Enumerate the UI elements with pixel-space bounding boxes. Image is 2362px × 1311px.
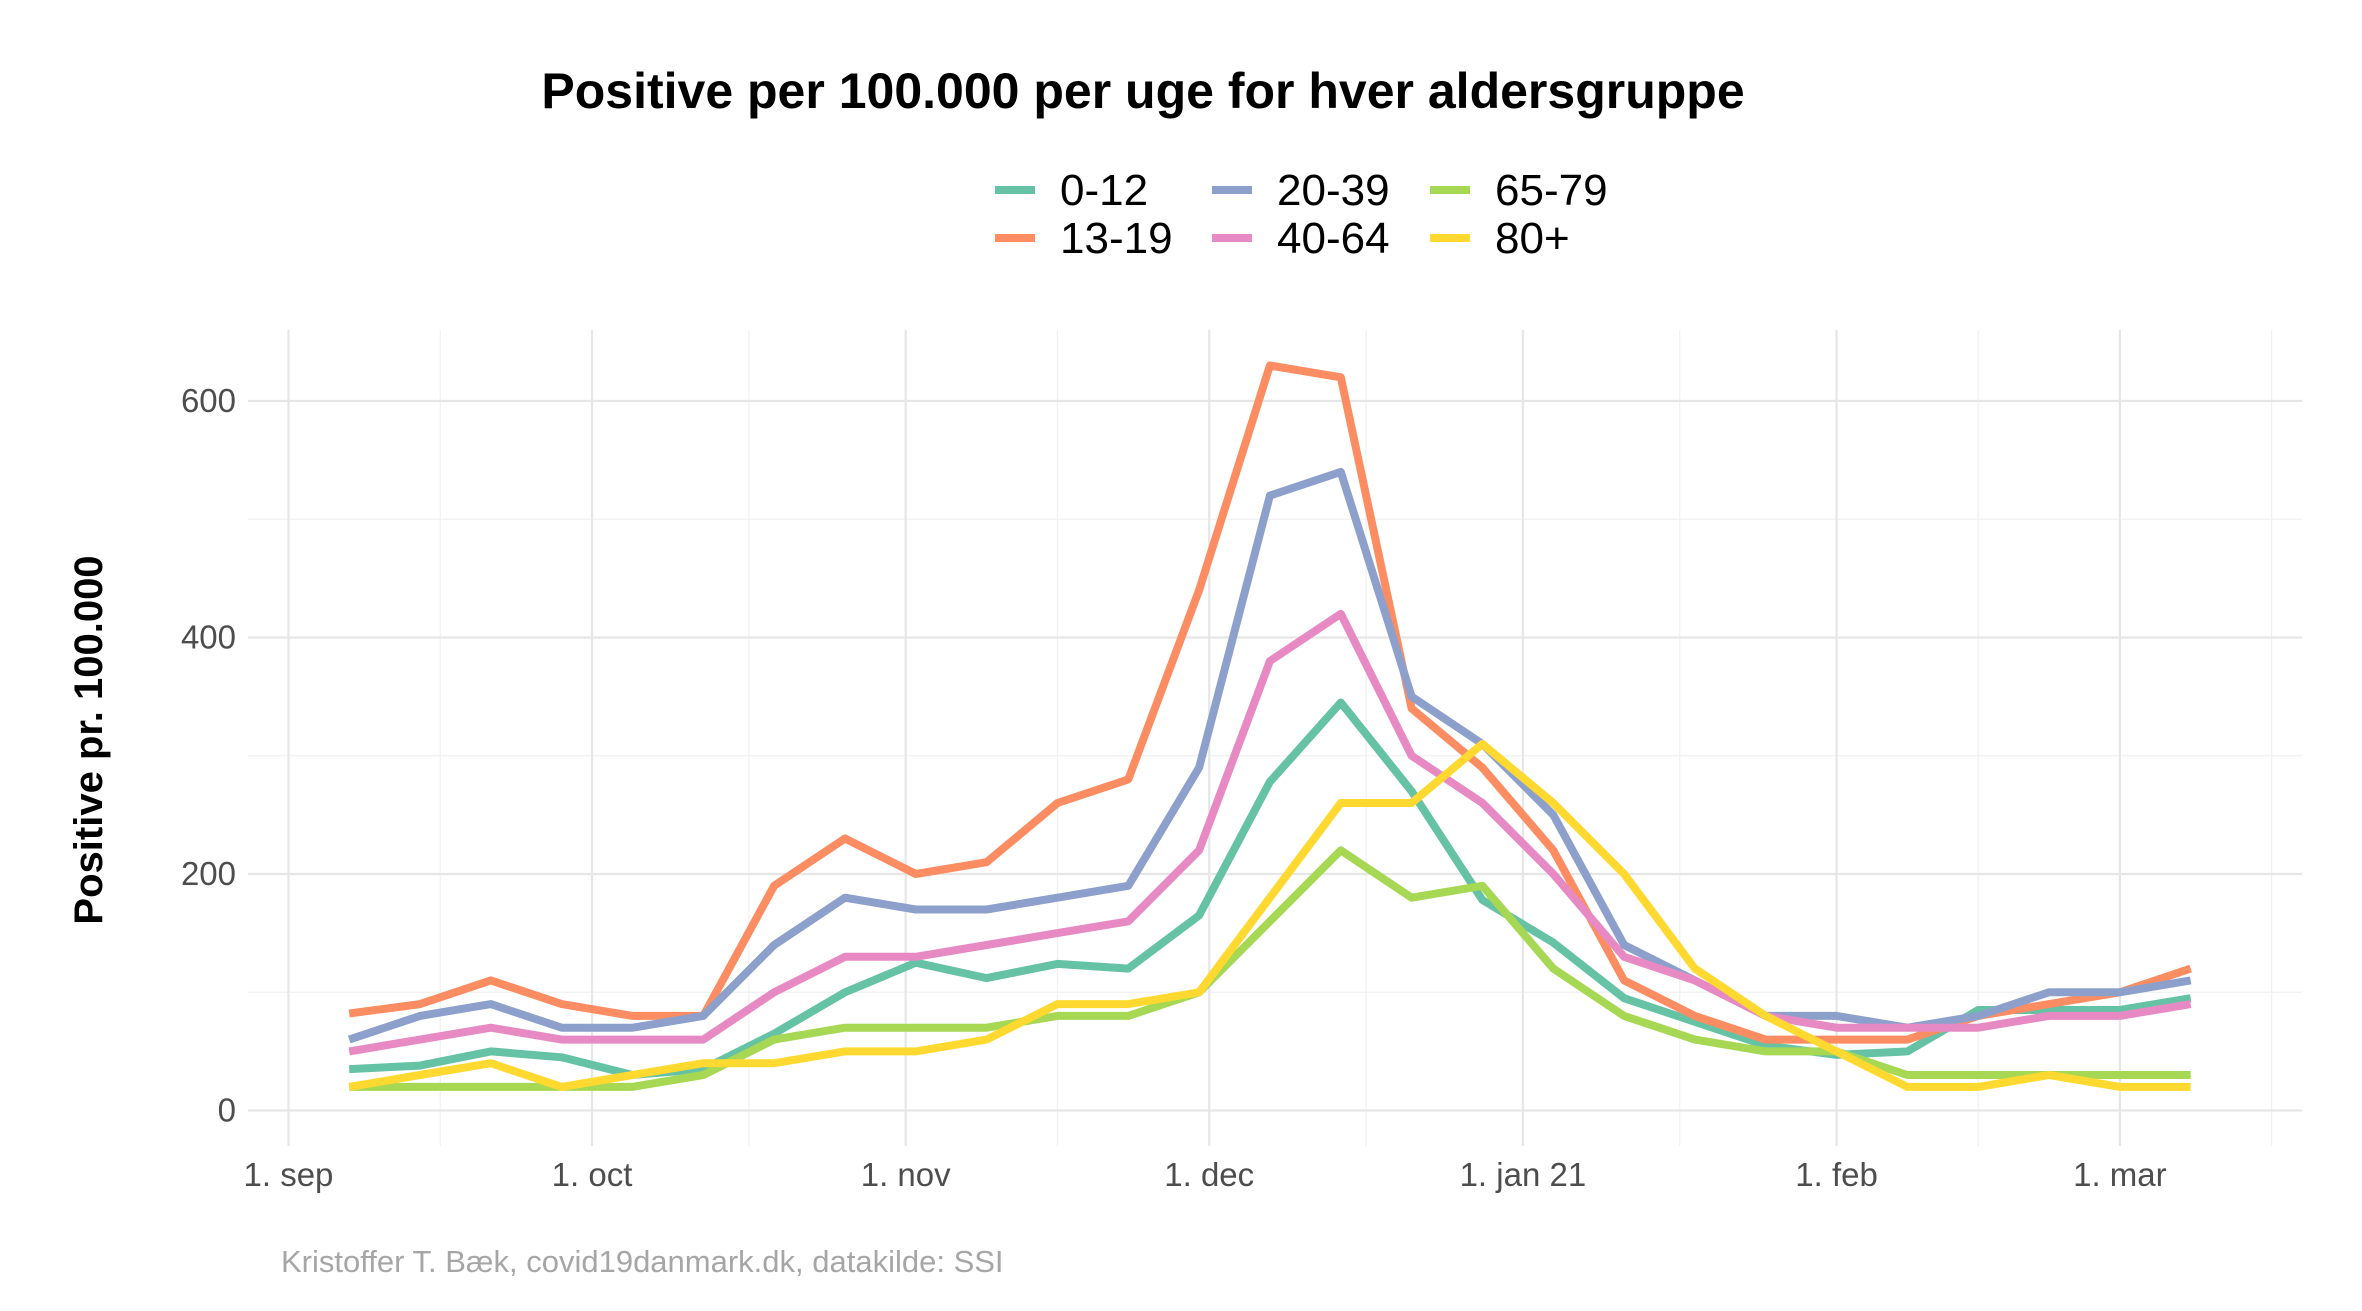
x-tick-label: 1. feb bbox=[1795, 1156, 1878, 1193]
legend-item-80+: 80+ bbox=[1430, 214, 1570, 263]
x-tick-label: 1. dec bbox=[1164, 1156, 1254, 1193]
legend-label: 13-19 bbox=[1060, 214, 1173, 263]
y-tick-label: 600 bbox=[181, 382, 236, 419]
series-line-0-12 bbox=[349, 698, 2192, 1079]
legend-label: 40-64 bbox=[1277, 214, 1390, 263]
series-line-13-19 bbox=[348, 361, 2192, 1044]
y-axis-title: Positive pr. 100.000 bbox=[67, 555, 111, 924]
x-tick-label: 1. jan 21 bbox=[1460, 1156, 1587, 1193]
x-tick-label: 1. nov bbox=[861, 1156, 951, 1193]
legend-item-13-19: 13-19 bbox=[995, 214, 1173, 263]
legend-label: 65-79 bbox=[1495, 166, 1608, 215]
x-tick-label: 1. oct bbox=[552, 1156, 633, 1193]
legend-item-0-12: 0-12 bbox=[995, 166, 1148, 215]
series-line-40-64 bbox=[348, 609, 2192, 1056]
x-tick-label: 1. mar bbox=[2073, 1156, 2167, 1193]
legend-item-40-64: 40-64 bbox=[1212, 214, 1390, 263]
legend-label: 0-12 bbox=[1060, 166, 1148, 215]
caption: Kristoffer T. Bæk, covid19danmark.dk, da… bbox=[281, 1244, 1004, 1279]
legend-label: 20-39 bbox=[1277, 166, 1390, 215]
y-tick-label: 200 bbox=[181, 855, 236, 892]
x-axis-ticks: 1. sep 1. oct 1. nov 1. dec 1. jan 21 1. feb 1… bbox=[244, 1156, 2167, 1193]
y-axis-ticks: 0 200 400 600 bbox=[181, 382, 236, 1129]
y-tick-label: 0 bbox=[218, 1092, 236, 1129]
legend-item-65-79: 65-79 bbox=[1430, 166, 1608, 215]
y-tick-label: 400 bbox=[181, 618, 236, 655]
legend-label: 80+ bbox=[1495, 214, 1570, 263]
series-line-65-79 bbox=[349, 846, 2191, 1091]
legend-item-20-39: 20-39 bbox=[1212, 166, 1390, 215]
x-tick-label: 1. sep bbox=[244, 1156, 334, 1193]
series-line-80+ bbox=[348, 739, 2191, 1091]
series-lines bbox=[347, 361, 2192, 1091]
chart-title: Positive per 100.000 per uge for hver al… bbox=[541, 63, 1744, 119]
